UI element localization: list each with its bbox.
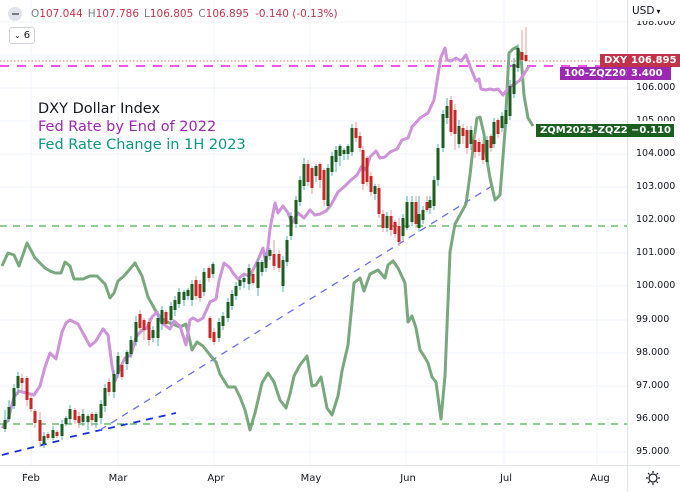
chevron-down-icon: ⌄ <box>14 31 21 40</box>
fed-2022-line <box>0 46 531 429</box>
close-value: 106.895 <box>205 8 250 20</box>
time-label: Jun <box>400 473 416 484</box>
fed-2022-price-tag: 3.400 <box>627 67 671 80</box>
chart-settings-button[interactable] <box>644 469 662 487</box>
price-label: 104.000 <box>636 148 676 159</box>
time-label: Mar <box>108 473 128 484</box>
dxy-name-tag: DXY <box>600 54 632 67</box>
high-value: 107.786 <box>95 8 140 20</box>
price-label: 97.000 <box>636 380 670 391</box>
dxy-price-tag: 106.895 <box>627 54 680 67</box>
time-label: Aug <box>590 473 610 484</box>
currency-selector[interactable]: USD ▾ <box>632 5 660 17</box>
price-label: 105.000 <box>636 115 676 126</box>
collapse-legend-button[interactable] <box>8 7 22 21</box>
price-label: 103.000 <box>636 181 676 192</box>
price-label: 98.000 <box>636 347 670 358</box>
time-label: May <box>300 473 322 484</box>
legend-fed-1h2023: Fed Rate Change in 1H 2023 <box>38 137 246 153</box>
minus-icon <box>11 13 19 15</box>
settings-gear-icon <box>646 471 660 485</box>
fed-1h2023-name-tag: ZQM2023-ZQZ2022 <box>536 124 653 137</box>
close-label: C <box>198 8 206 20</box>
fed-1h2023-price-tag: −0.110 <box>627 124 674 137</box>
indicators-toggle-button[interactable]: ⌄ 6 <box>9 27 36 44</box>
time-label: Feb <box>22 473 40 484</box>
trendline-lower <box>1 439 63 456</box>
fed-1h2023-line <box>0 45 535 432</box>
chevron-down-icon: ▾ <box>656 6 661 16</box>
legend-dxy: DXY Dollar Index <box>38 101 161 117</box>
low-value: 106.805 <box>149 8 194 20</box>
time-label: Jul <box>499 473 513 484</box>
price-label: 95.000 <box>636 446 670 457</box>
dxy-candles <box>3 27 528 448</box>
open-value: 107.044 <box>39 8 83 20</box>
price-label: 101.000 <box>636 247 676 258</box>
low-label: L <box>144 8 150 20</box>
time-label: Apr <box>207 473 225 484</box>
price-label: 96.000 <box>636 413 670 424</box>
price-label: 100.000 <box>636 280 676 291</box>
ohlc-bar: O 107.044 H 107.786 L 106.805 C 106.895 -0.1… <box>8 5 338 23</box>
currency-label: USD <box>632 5 655 17</box>
indicators-count: 6 <box>23 30 31 41</box>
fed-2022-name-tag: 100-ZQZ2022 <box>560 67 644 80</box>
open-label: O <box>31 8 40 20</box>
price-label: 108.000 <box>636 17 676 28</box>
price-label: 102.000 <box>636 214 676 225</box>
price-label: 106.000 <box>636 82 676 93</box>
price-label: 99.000 <box>636 314 670 325</box>
legend-fed-2022: Fed Rate by End of 2022 <box>38 119 217 135</box>
high-label: H <box>87 8 96 20</box>
chart-legend: DXY Dollar Index Fed Rate by End of 2022… <box>38 100 246 154</box>
change-value: -0.140 (-0.13%) <box>255 8 338 20</box>
